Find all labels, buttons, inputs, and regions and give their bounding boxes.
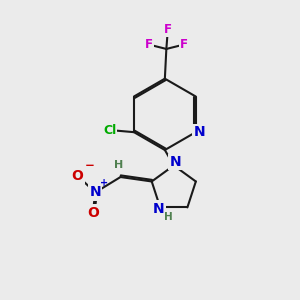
Text: Cl: Cl xyxy=(103,124,116,137)
Text: H: H xyxy=(114,160,124,170)
Text: F: F xyxy=(180,38,188,51)
Text: +: + xyxy=(100,178,108,188)
Text: O: O xyxy=(71,169,83,182)
Text: N: N xyxy=(169,155,181,169)
Text: N: N xyxy=(194,125,205,139)
Text: N: N xyxy=(89,185,101,200)
Text: N: N xyxy=(153,202,164,216)
Text: −: − xyxy=(84,159,94,172)
Text: H: H xyxy=(164,212,173,222)
Text: F: F xyxy=(164,23,172,36)
Text: O: O xyxy=(87,206,99,220)
Text: F: F xyxy=(145,38,152,51)
